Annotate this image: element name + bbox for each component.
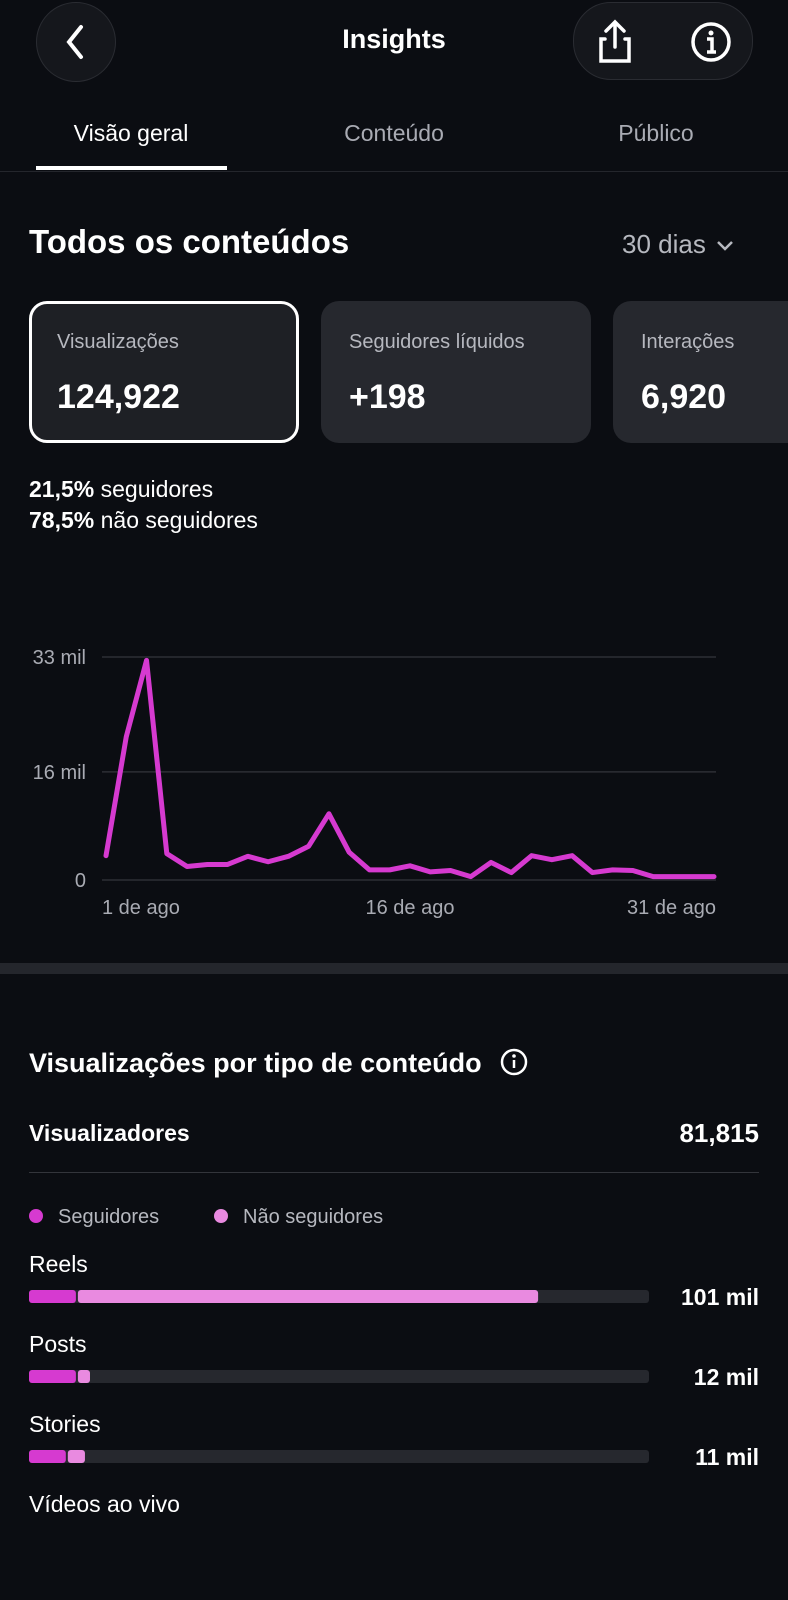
bar-segment xyxy=(29,1290,76,1303)
category-label: Posts xyxy=(29,1331,87,1357)
line-chart: 0 16 mil 33 mil 1 de ago 16 de ago 31 de ago xyxy=(33,647,717,919)
metric-card[interactable]: Visualizações 124,922 xyxy=(29,301,299,443)
info-icon[interactable] xyxy=(499,1047,529,1077)
legend-marker xyxy=(214,1209,228,1223)
bar-track xyxy=(29,1450,649,1463)
bar-total-label: 101 mil xyxy=(681,1284,759,1310)
x-tick-label: 16 de ago xyxy=(366,897,455,919)
y-tick-label: 33 mil xyxy=(33,647,86,669)
bar-track xyxy=(29,1370,649,1383)
share-label: não seguidores xyxy=(100,507,258,533)
tab[interactable]: Conteúdo xyxy=(344,120,444,146)
bar-segment xyxy=(77,1290,539,1303)
bar-segment xyxy=(77,1370,90,1383)
metric-label: Seguidores líquidos xyxy=(349,331,525,353)
category-label: Stories xyxy=(29,1411,101,1437)
share: 78,5% xyxy=(29,507,95,533)
x-tick-label: 1 de ago xyxy=(102,897,180,919)
divider xyxy=(0,963,788,974)
x-tick-label: 31 de ago xyxy=(627,897,716,919)
share-icon[interactable] xyxy=(599,19,631,63)
bar-chart: Seguidores Não seguidores Reels 101 mil Post… xyxy=(29,1206,759,1517)
metric-label: Interações xyxy=(641,331,735,353)
period-selector[interactable]: 30 dias xyxy=(622,229,735,260)
viewers-label: Visualizadores xyxy=(29,1120,190,1146)
metric-card[interactable]: Interações 6,920 xyxy=(613,301,788,443)
bar-segment xyxy=(29,1370,76,1383)
tab[interactable]: Público xyxy=(618,120,694,146)
back-button[interactable] xyxy=(36,2,116,82)
legend-marker xyxy=(29,1209,43,1223)
info-icon[interactable] xyxy=(691,22,731,62)
metric-card[interactable]: Seguidores líquidos +198 xyxy=(321,301,591,443)
metric-value: +198 xyxy=(349,378,426,416)
legend-label: Não seguidores xyxy=(243,1206,383,1228)
legend-label: Seguidores xyxy=(58,1206,159,1228)
share-label: seguidores xyxy=(100,476,214,502)
tab-indicator xyxy=(36,166,227,170)
metric-value: 6,920 xyxy=(641,378,727,416)
share: 21,5% xyxy=(29,476,95,502)
divider xyxy=(29,1172,759,1173)
section-title: Todos os conteúdos xyxy=(29,223,350,260)
title-text: Visualizações por tipo de conteúdo xyxy=(29,1048,482,1078)
actions xyxy=(573,2,753,80)
bar-segment xyxy=(67,1450,85,1463)
bar-total-label: 12 mil xyxy=(694,1364,759,1390)
bar-total-label: 11 mil xyxy=(695,1444,759,1470)
category-label: Vídeos ao vivo xyxy=(29,1491,180,1517)
bar-segment xyxy=(29,1450,66,1463)
metric-label: Visualizações xyxy=(57,331,179,353)
line-series xyxy=(103,657,717,880)
category-label: Reels xyxy=(29,1251,88,1277)
y-tick-label: 16 mil xyxy=(33,762,86,784)
metric-value: 124,922 xyxy=(57,378,180,416)
y-tick-label: 0 xyxy=(75,870,86,892)
audience-split: 21,5% seguidores 78,5% não seguidores xyxy=(29,474,258,536)
period: 30 dias xyxy=(622,229,706,259)
page-title: Insights xyxy=(342,24,446,54)
tab[interactable]: Visão geral xyxy=(73,120,189,146)
breakdown-title: Visualizações por tipo de conteúdo xyxy=(29,1047,529,1079)
divider xyxy=(0,171,788,172)
viewers-value: 81,815 xyxy=(679,1118,759,1148)
